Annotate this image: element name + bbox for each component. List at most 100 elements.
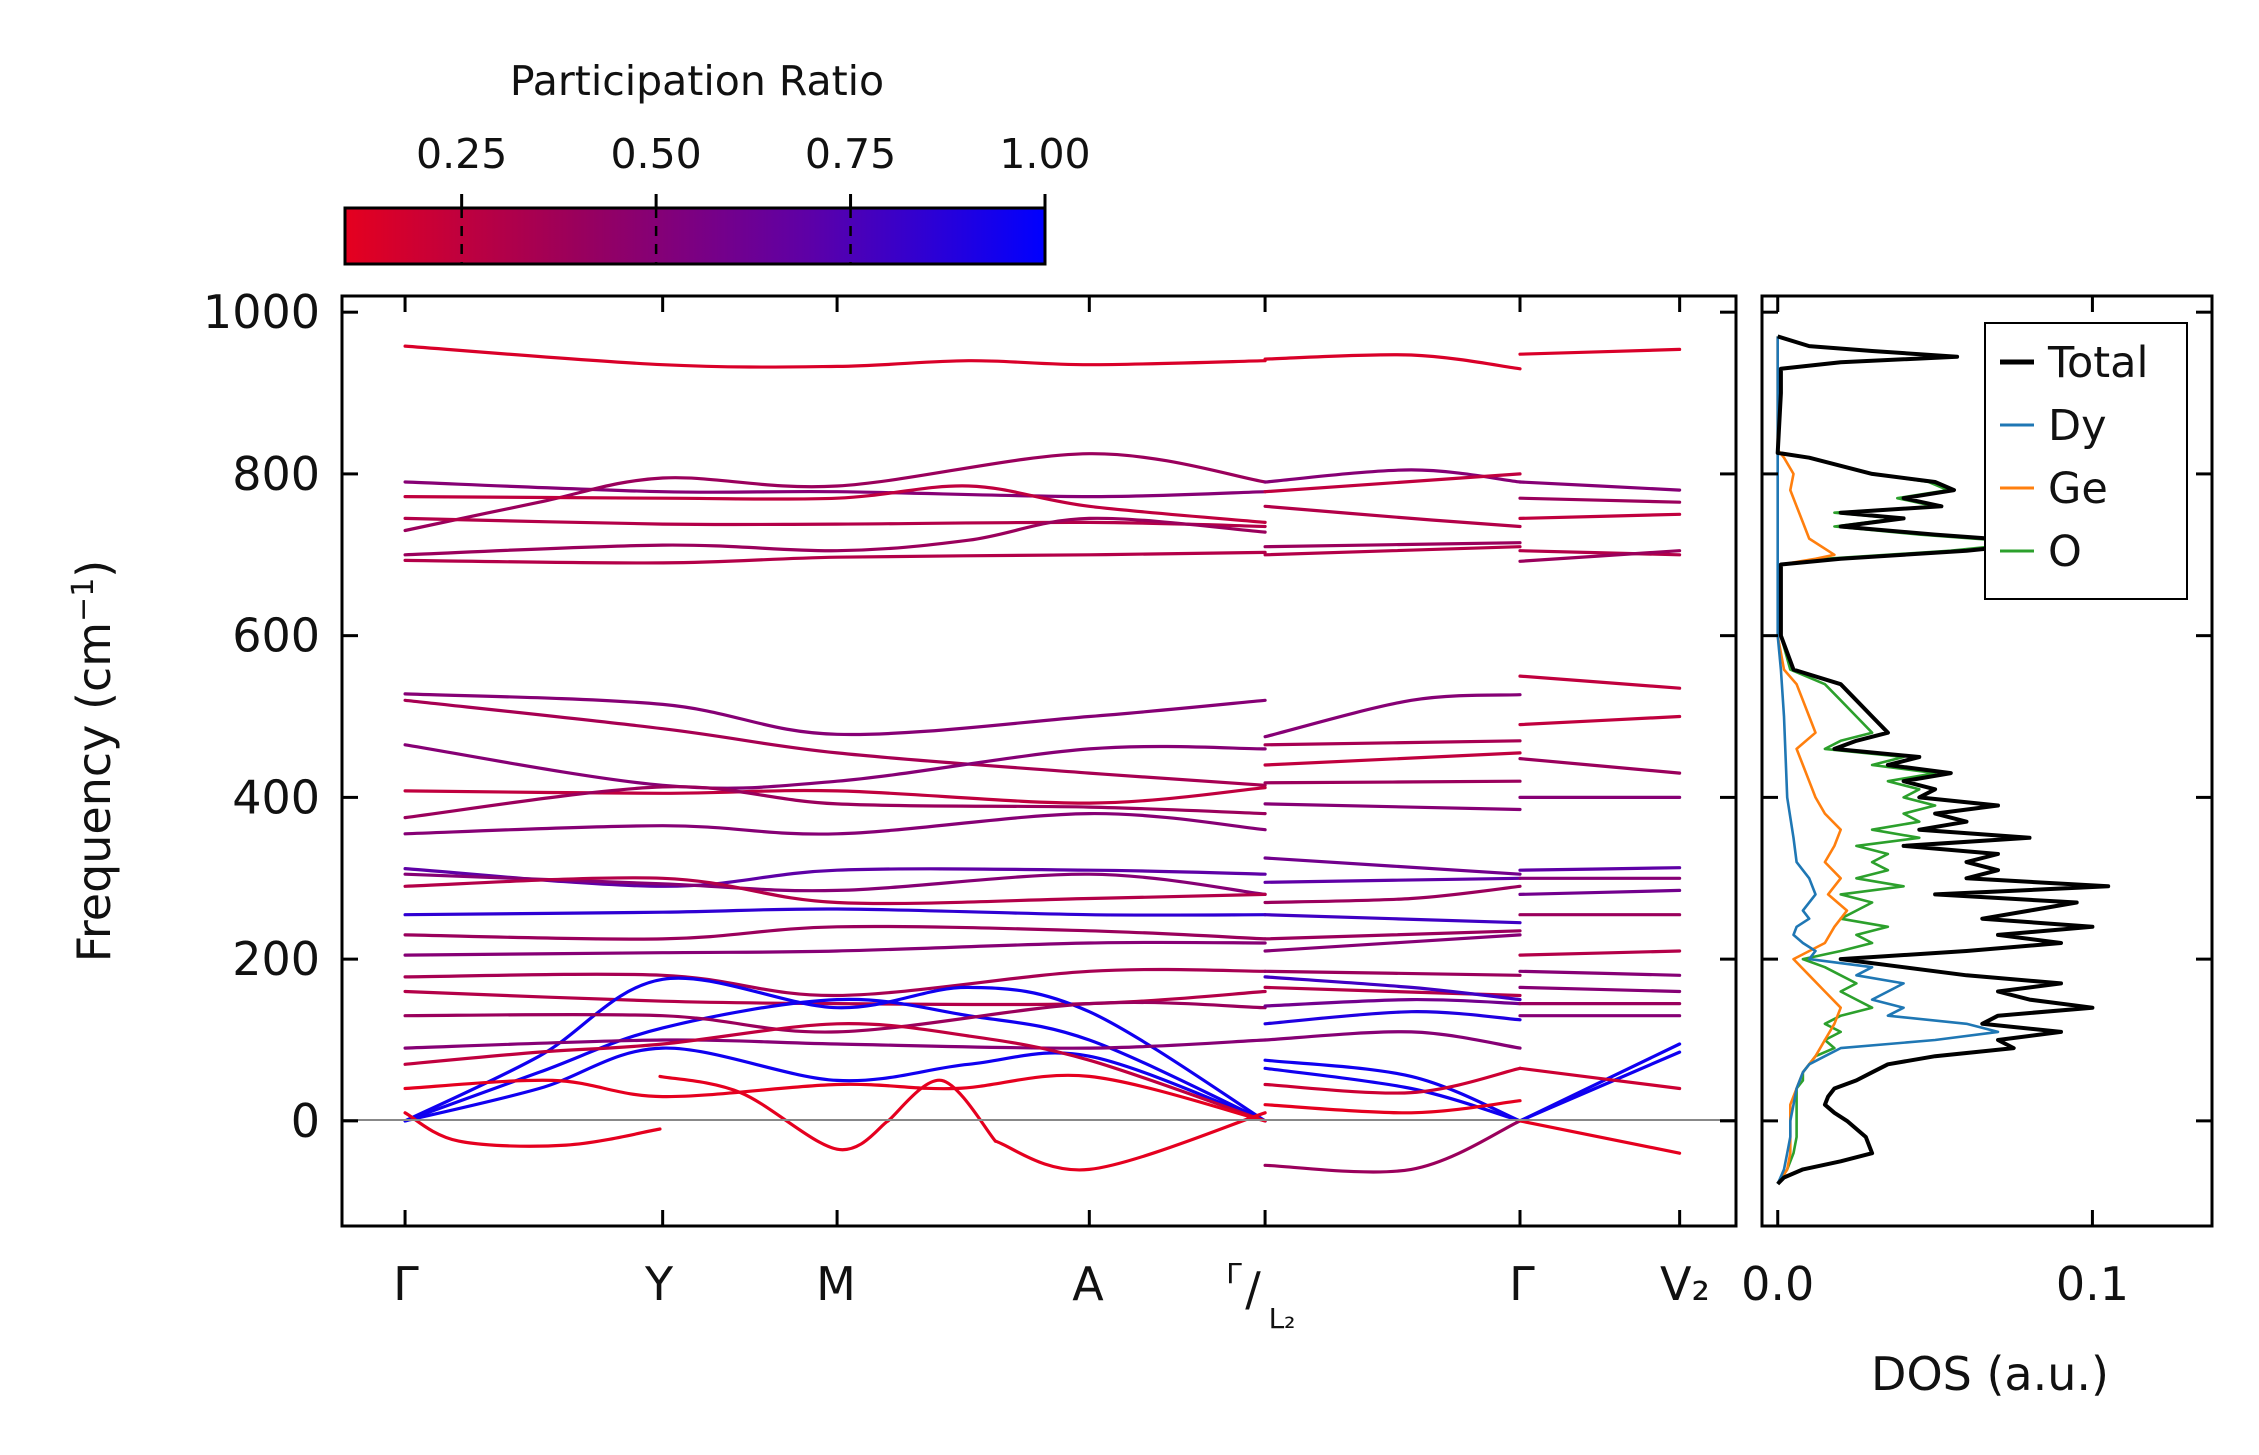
band-line (1518, 347, 1682, 356)
dos-x-tick-label: 0.0 (1741, 1257, 1814, 1311)
band-line (403, 550, 1267, 565)
band-line (1263, 751, 1522, 767)
band-line (1518, 1119, 1682, 1155)
band-line (1263, 779, 1522, 785)
band-x-ticks (403, 296, 1682, 1226)
dos-axes-frame (1760, 294, 2214, 1228)
tick-label-m: M (816, 1257, 856, 1311)
dos-x-axis-label: DOS (a.u.) (1871, 1347, 2109, 1401)
band-axes-frame (340, 294, 1738, 1228)
band-line (993, 1111, 1267, 1172)
band-line (403, 785, 1267, 820)
band-line (403, 924, 1267, 941)
path-tick-labels: Γ Y M A Γ / L₂ Γ V₂ (393, 1257, 1710, 1335)
band-line (403, 976, 1267, 1123)
legend-label-o: O (2048, 527, 2082, 577)
dos-x-tick-label: 0.1 (2056, 1257, 2129, 1311)
colorbar-tick-label: 0.75 (805, 130, 896, 178)
band-line (403, 997, 1267, 1123)
colorbar-ticks: 0.25 0.50 0.75 1.00 (416, 130, 1091, 264)
band-line (403, 1022, 1267, 1123)
band-line (1518, 549, 1682, 563)
y-tick-label: 1000 (203, 285, 320, 339)
legend-frame (1984, 322, 2188, 600)
band-line (1518, 985, 1682, 994)
band-line (1263, 504, 1522, 529)
band-line (403, 876, 1267, 906)
colorbar-tick-label: 1.00 (999, 130, 1090, 178)
colorbar-tick-label: 0.50 (610, 130, 701, 178)
band-line (403, 1046, 1267, 1123)
legend-label-ge: Ge (2048, 464, 2108, 514)
band-line (403, 907, 1267, 917)
band-line (1518, 512, 1682, 520)
band-line (1518, 496, 1682, 504)
dos-series-total (1775, 334, 2111, 1186)
band-line (403, 1000, 1267, 1034)
band-line (1518, 757, 1682, 775)
colorbar: Participation Ratio 0.25 0.50 0.75 1.00 (343, 57, 1091, 266)
band-line (1518, 674, 1682, 690)
band-line (403, 786, 1267, 805)
band-line (1518, 949, 1682, 957)
band-line (1263, 545, 1522, 557)
band-line (1263, 985, 1522, 998)
y-tick-label: 400 (232, 770, 320, 824)
band-line (1263, 969, 1522, 977)
band-line (1263, 802, 1522, 812)
y-tick-label: 800 (232, 447, 320, 501)
band-line (1263, 1099, 1522, 1115)
tick-label-gamma-l2-slash: / (1245, 1262, 1261, 1316)
band-line (1263, 997, 1522, 1008)
band-line (1263, 739, 1522, 747)
band-line (1518, 888, 1682, 896)
band-line (886, 1078, 997, 1143)
band-y-axis-label: Frequency (cm−1) (66, 560, 122, 963)
band-line (1518, 549, 1682, 557)
band-line (403, 811, 1267, 836)
tick-label-a: A (1072, 1257, 1104, 1311)
tick-label-y: Y (644, 1257, 674, 1311)
band-line (403, 344, 1267, 369)
band-line (1518, 1066, 1682, 1091)
band-line (1263, 693, 1522, 739)
band-line (1263, 353, 1522, 371)
band-line (1518, 480, 1682, 492)
y-tick-label: 200 (232, 932, 320, 986)
band-line (403, 516, 1267, 557)
dos-series-dy (1776, 336, 2000, 1185)
tick-label-v2: V₂ (1660, 1257, 1710, 1311)
band-line (403, 1073, 1267, 1123)
y-tick-label: 0 (291, 1094, 320, 1148)
band-lines (403, 344, 1682, 1174)
band-line (403, 1111, 662, 1148)
band-line (1263, 468, 1522, 484)
tick-label-gamma: Γ (393, 1257, 419, 1311)
band-line (403, 967, 1267, 998)
band-line (1263, 913, 1522, 925)
band-line (1263, 472, 1522, 494)
tick-label-gamma-l2-top: Γ (1226, 1257, 1242, 1290)
tick-label-gamma-2: Γ (1509, 1257, 1535, 1311)
band-line (403, 452, 1267, 533)
legend-label-dy: Dy (2048, 401, 2107, 451)
legend-label-total: Total (2047, 338, 2148, 388)
band-line (403, 698, 1267, 787)
dos-x-ticks: 0.0 0.1 (1741, 296, 2129, 1311)
colorbar-title: Participation Ratio (510, 57, 884, 105)
band-line (1263, 975, 1522, 1002)
band-line (403, 516, 1267, 529)
band-line (403, 940, 1267, 957)
colorbar-gradient (343, 206, 1047, 266)
band-line (1263, 929, 1522, 941)
band-line (403, 692, 1267, 737)
band-line (403, 743, 1267, 790)
band-structure-panel: 0 200 400 600 800 1000 Frequency (cm−1) (66, 285, 1738, 1228)
band-line (1263, 876, 1522, 884)
dos-lines (1775, 334, 2111, 1186)
band-line (1263, 1030, 1522, 1050)
colorbar-tick-label: 0.25 (416, 130, 507, 178)
band-line (403, 1038, 1267, 1050)
band-line (1263, 856, 1522, 876)
